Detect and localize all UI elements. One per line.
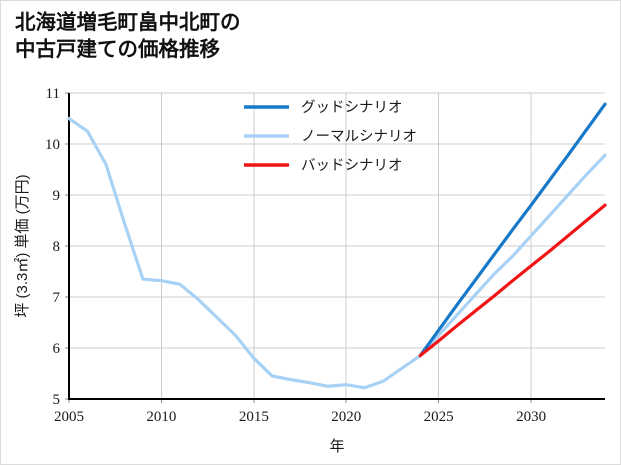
chart-title: 北海道増毛町畠中北町の 中古戸建ての価格推移 (15, 11, 241, 62)
data-series-group (67, 102, 607, 390)
x-tick-label: 2025 (424, 409, 454, 425)
x-tick-label: 2005 (54, 409, 84, 425)
y-tick-label: 8 (53, 239, 61, 255)
series-line-ノーマルシナリオ (67, 116, 607, 390)
legend-label-normal: ノーマルシナリオ (301, 129, 417, 145)
y-axis-title: 坪 (3.3㎡) 単価 (万円) (14, 174, 31, 317)
legend-label-good: グッドシナリオ (301, 99, 403, 116)
axis-spines-group (67, 93, 605, 401)
axis-titles-group: 年 坪 (3.3㎡) 単価 (万円) (14, 174, 345, 455)
y-tick-label: 11 (46, 86, 60, 102)
y-tick-label: 10 (45, 137, 60, 153)
y-tick-label: 7 (53, 290, 61, 306)
y-tick-label: 6 (53, 341, 61, 357)
legend-label-bad: バッドシナリオ (301, 158, 403, 174)
x-tick-label: 2015 (239, 409, 269, 425)
series-line-バッドシナリオ (418, 203, 607, 358)
x-axis-tick-labels: 2005 2010 2015 2020 2025 2030 (54, 409, 546, 425)
x-tick-label: 2020 (331, 409, 361, 425)
series-line-グッドシナリオ (418, 102, 607, 358)
x-axis-title: 年 (329, 438, 344, 455)
tickmarks-group (65, 92, 532, 403)
y-tick-label: 5 (53, 392, 61, 408)
y-axis-tick-labels: 5 6 7 8 9 10 11 (45, 86, 61, 408)
y-tick-label: 9 (53, 188, 61, 204)
x-tick-label: 2010 (146, 409, 176, 425)
x-tick-label: 2030 (516, 409, 546, 425)
